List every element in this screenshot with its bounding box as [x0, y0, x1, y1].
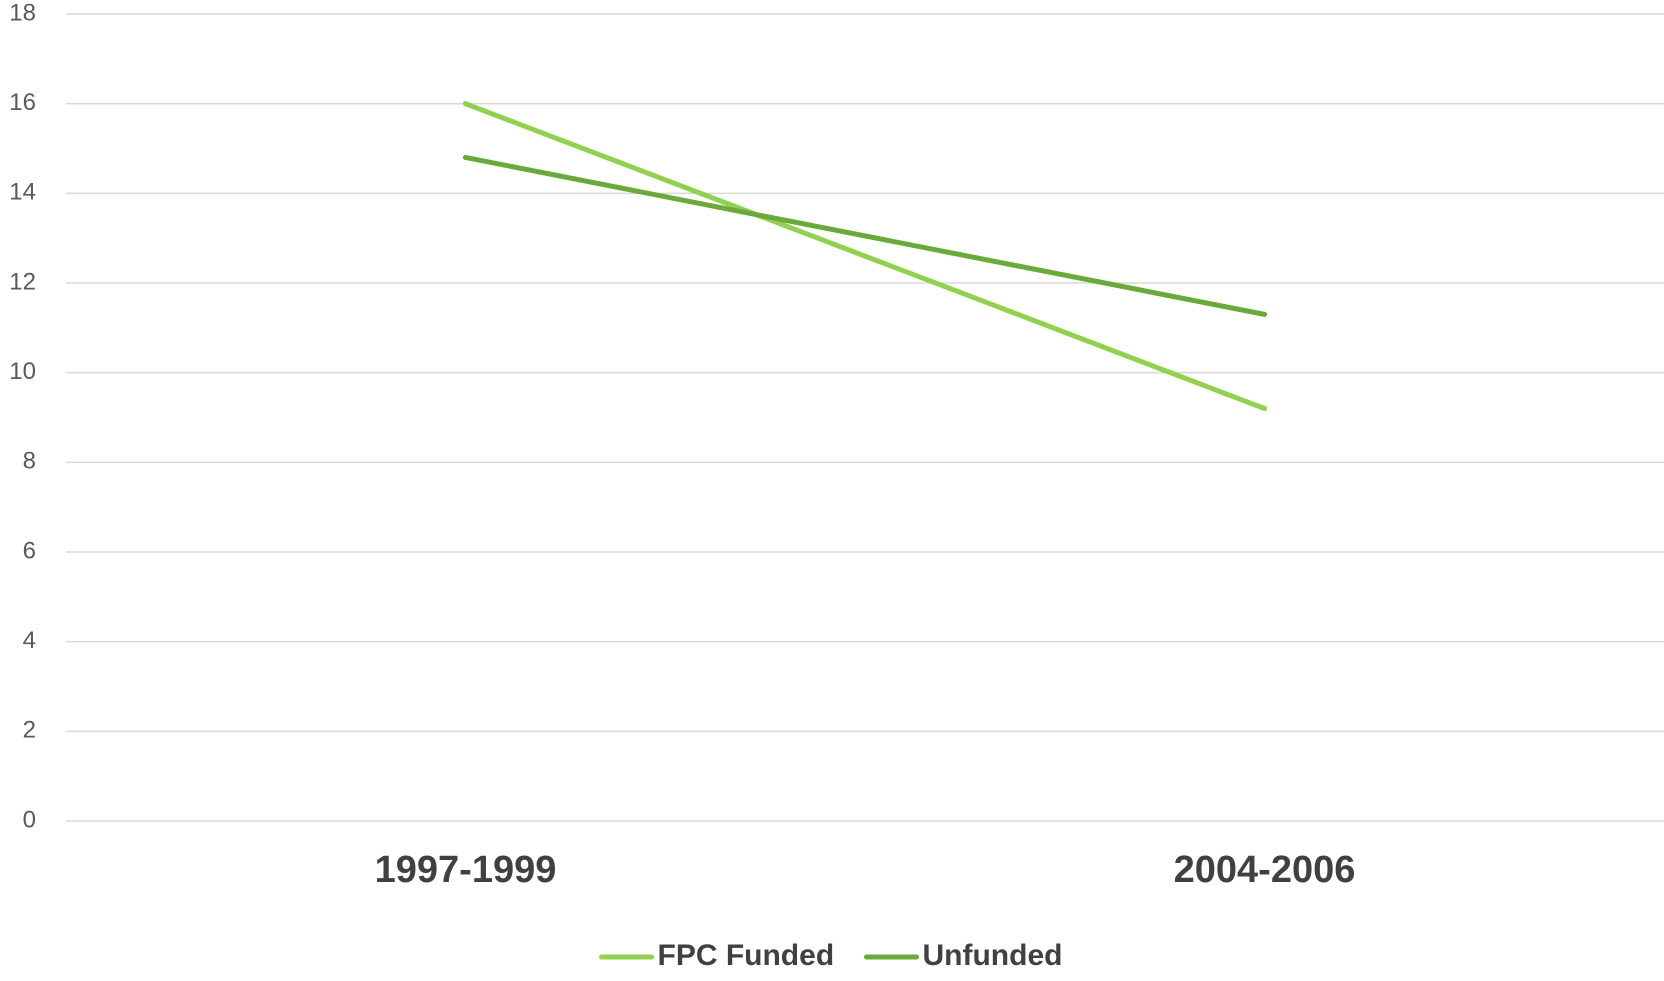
y-tick-label: 4: [23, 627, 36, 654]
y-tick-label: 10: [9, 358, 36, 385]
legend-label: FPC Funded: [658, 939, 835, 972]
x-tick-label: 1997-1999: [375, 849, 557, 891]
y-tick-label: 12: [9, 268, 36, 295]
series-line-unfunded: [463, 154, 1267, 317]
y-tick-label: 0: [23, 806, 36, 833]
series-lines: [463, 101, 1267, 412]
x-axis-tick-labels: 1997-1999 2004-2006: [375, 849, 1356, 891]
data-point-fpc-funded: [463, 101, 468, 107]
legend-label: Unfunded: [923, 939, 1063, 972]
y-tick-label: 8: [23, 448, 36, 475]
data-point-unfunded: [1262, 311, 1267, 317]
y-tick-label: 18: [9, 0, 36, 26]
x-tick-label: 2004-2006: [1174, 849, 1356, 891]
y-tick-label: 16: [9, 89, 36, 116]
series-line-fpc-funded: [463, 101, 1267, 412]
y-tick-label: 6: [23, 537, 36, 564]
y-axis-tick-labels: 0 2 4 6 8 10 12 14 16 18: [9, 0, 36, 833]
y-tick-label: 2: [23, 717, 36, 744]
data-point-fpc-funded: [1262, 406, 1267, 412]
legend: FPC Funded Unfunded: [599, 939, 1063, 972]
data-point-unfunded: [463, 154, 468, 160]
gridlines: [66, 13, 1664, 822]
y-tick-label: 14: [9, 179, 36, 206]
